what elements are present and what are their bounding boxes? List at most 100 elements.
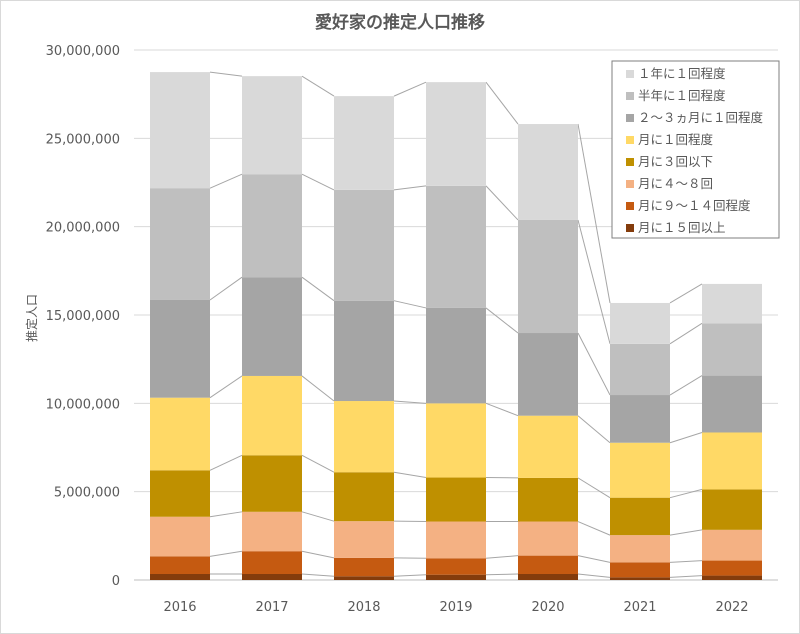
x-tick-label: 2018 — [347, 600, 380, 615]
legend-label: 半年に１回程度 — [638, 88, 726, 103]
bar-segment — [150, 573, 210, 580]
bar-segment — [702, 283, 762, 324]
legend-label: 月に３回以下 — [638, 154, 713, 169]
bar-segment — [334, 96, 394, 190]
series-connector-line — [577, 555, 611, 563]
bar-segment — [426, 558, 486, 575]
bar-segment — [150, 299, 210, 398]
series-connector-line — [209, 511, 243, 518]
series-connector-line — [209, 173, 243, 189]
series-connector-line — [669, 283, 703, 304]
bar-segment — [702, 529, 762, 561]
x-tick-label: 2020 — [531, 600, 564, 615]
series-connector-line — [577, 219, 611, 344]
series-connector-line — [485, 307, 519, 334]
legend-swatch — [626, 70, 634, 78]
bar-segment — [334, 521, 394, 558]
y-tick-label: 5,000,000 — [54, 486, 120, 501]
bar-segment — [518, 477, 578, 522]
bar-segment — [702, 560, 762, 576]
bar-segment — [518, 124, 578, 220]
series-connector-line — [301, 550, 335, 559]
bar-segment — [150, 470, 210, 517]
bar-segment — [242, 76, 302, 175]
series-connector-line — [209, 454, 243, 471]
series-connector-line — [577, 573, 611, 578]
legend-label: ２～３ヵ月に１回程度 — [638, 110, 764, 125]
bar-segment — [426, 185, 486, 308]
legend-swatch — [626, 158, 634, 166]
series-connector-line — [209, 375, 243, 399]
x-tick-label: 2017 — [255, 600, 288, 615]
bar-segment — [610, 302, 670, 344]
bar-segment — [334, 189, 394, 301]
series-connector-line — [209, 550, 243, 557]
y-tick-label: 25,000,000 — [46, 132, 120, 147]
y-tick-label: 10,000,000 — [46, 397, 120, 412]
legend-swatch — [626, 92, 634, 100]
series-connector-line — [301, 573, 335, 577]
series-connector-line — [669, 432, 703, 444]
y-axis-label: 推定人口 — [24, 294, 39, 342]
bar-segment — [242, 375, 302, 456]
series-connector-line — [301, 173, 335, 191]
series-connector-line — [301, 276, 335, 302]
legend-label: 月に１回程度 — [638, 132, 714, 147]
x-tick-label: 2016 — [163, 600, 196, 615]
bar-segment — [518, 219, 578, 334]
bar-segment — [610, 535, 670, 563]
legend-label: 月に９～１４回程度 — [638, 198, 751, 213]
bar-segment — [150, 188, 210, 300]
x-tick-label: 2022 — [715, 600, 748, 615]
series-connector-line — [577, 415, 611, 444]
series-connector-line — [669, 560, 703, 563]
series-connector-line — [301, 75, 335, 97]
series-connector-line — [669, 575, 703, 578]
bar-segment — [426, 521, 486, 559]
y-tick-label: 30,000,000 — [46, 44, 120, 59]
series-connector-line — [577, 123, 611, 304]
y-tick-label: 15,000,000 — [46, 309, 120, 324]
bar-segment — [518, 555, 578, 574]
bar-segment — [242, 174, 302, 278]
bar-segment — [610, 497, 670, 536]
legend-swatch — [626, 202, 634, 210]
legend-swatch — [626, 136, 634, 144]
legend-label: 月に４～８回 — [638, 176, 713, 191]
series-connector-line — [669, 375, 703, 396]
x-tick-label: 2019 — [439, 600, 472, 615]
bar-segment — [426, 403, 486, 478]
bar-segment — [702, 375, 762, 433]
series-connector-line — [301, 454, 335, 473]
series-connector-line — [393, 185, 427, 191]
series-connector-line — [393, 574, 427, 577]
bar-segment — [334, 300, 394, 402]
legend-swatch — [626, 180, 634, 188]
bar-segment — [150, 72, 210, 189]
bar-segment — [334, 576, 394, 580]
series-connector-line — [577, 332, 611, 396]
bar-segment — [518, 333, 578, 416]
bar-segment — [150, 397, 210, 471]
bar-segment — [334, 401, 394, 473]
bar-segment — [334, 557, 394, 577]
series-connector-line — [209, 71, 243, 77]
bar-segment — [426, 307, 486, 404]
y-tick-label: 20,000,000 — [46, 221, 120, 236]
series-connector-line — [393, 400, 427, 404]
legend-swatch — [626, 114, 634, 122]
series-connector-line — [393, 471, 427, 479]
legend-label: １年に１回程度 — [638, 66, 726, 81]
bar-segment — [518, 521, 578, 556]
bar-segment — [702, 489, 762, 530]
bar-segment — [426, 574, 486, 580]
bar-segment — [518, 573, 578, 580]
bar-segment — [242, 277, 302, 376]
chart-title: 愛好家の推定人口推移 — [315, 12, 485, 33]
bar-segment — [242, 511, 302, 552]
bar-segment — [610, 562, 670, 578]
bar-segment — [242, 573, 302, 580]
series-connector-line — [485, 555, 519, 559]
series-connector-line — [485, 185, 519, 221]
